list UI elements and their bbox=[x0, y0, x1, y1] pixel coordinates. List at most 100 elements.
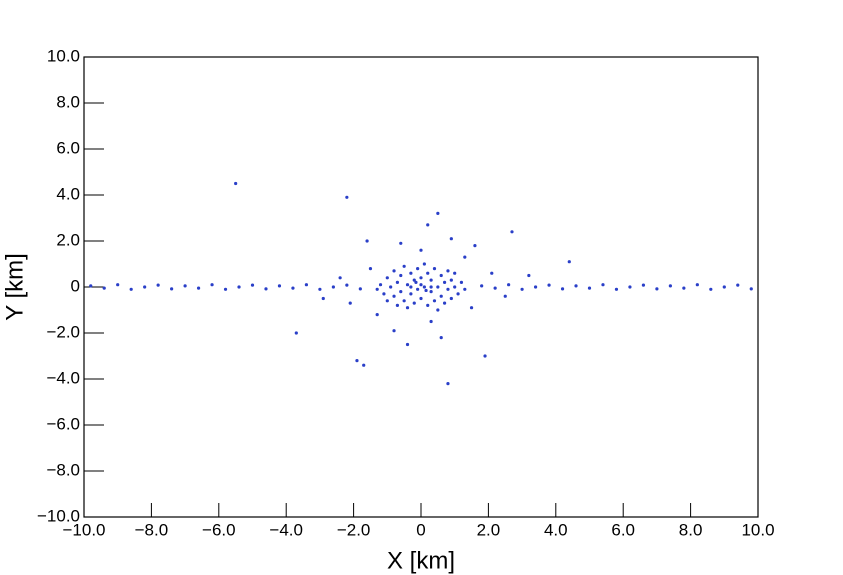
point bbox=[749, 287, 753, 291]
point bbox=[436, 211, 440, 215]
point bbox=[355, 359, 359, 363]
y-tick-label: 2.0 bbox=[56, 230, 80, 249]
point bbox=[628, 285, 632, 289]
point bbox=[375, 313, 379, 317]
y-tick-label: −10.0 bbox=[37, 506, 80, 525]
y-tick-label: 10.0 bbox=[47, 46, 80, 65]
point bbox=[655, 287, 659, 291]
point bbox=[446, 287, 450, 291]
point bbox=[668, 284, 672, 288]
point bbox=[469, 306, 474, 310]
point bbox=[567, 260, 571, 264]
point bbox=[429, 290, 433, 294]
point bbox=[446, 269, 450, 273]
x-tick-label: 6.0 bbox=[611, 520, 635, 539]
point bbox=[196, 286, 201, 290]
point bbox=[432, 299, 437, 303]
point bbox=[345, 195, 349, 199]
x-tick-label: 4.0 bbox=[544, 520, 568, 539]
point bbox=[378, 283, 383, 287]
point bbox=[449, 296, 453, 301]
point bbox=[429, 285, 433, 289]
point bbox=[424, 288, 428, 293]
point bbox=[143, 285, 147, 289]
point bbox=[426, 271, 430, 275]
point bbox=[442, 280, 447, 284]
point bbox=[426, 223, 430, 227]
point bbox=[250, 283, 255, 287]
y-tick-label: 6.0 bbox=[56, 138, 80, 157]
point bbox=[392, 329, 396, 333]
point bbox=[436, 285, 440, 289]
point bbox=[223, 287, 228, 291]
point bbox=[89, 284, 93, 288]
point bbox=[473, 244, 477, 248]
point bbox=[385, 276, 389, 280]
point bbox=[399, 273, 403, 278]
point bbox=[483, 354, 487, 358]
x-tick-label: −6.0 bbox=[202, 520, 236, 539]
point bbox=[129, 287, 133, 291]
point bbox=[416, 287, 420, 291]
point bbox=[453, 285, 457, 289]
point bbox=[385, 299, 389, 303]
point bbox=[533, 285, 538, 289]
point bbox=[422, 285, 426, 289]
point bbox=[695, 283, 699, 287]
point bbox=[368, 267, 373, 271]
point bbox=[170, 287, 174, 291]
x-tick-label: 2.0 bbox=[477, 520, 501, 539]
point bbox=[345, 283, 349, 287]
point bbox=[422, 262, 426, 266]
point bbox=[436, 308, 440, 312]
point bbox=[291, 286, 295, 290]
point bbox=[601, 283, 605, 287]
point bbox=[682, 286, 686, 290]
point bbox=[419, 283, 423, 287]
point bbox=[503, 294, 507, 298]
y-tick-label: −6.0 bbox=[46, 414, 80, 433]
point bbox=[587, 286, 592, 290]
point bbox=[520, 287, 524, 291]
point bbox=[365, 239, 369, 243]
point bbox=[405, 283, 410, 287]
point bbox=[432, 267, 437, 271]
point bbox=[493, 286, 497, 290]
x-tick-label: −10.0 bbox=[62, 520, 105, 539]
point bbox=[453, 271, 457, 275]
y-tick-label: −8.0 bbox=[46, 460, 80, 479]
x-tick-label: 0 bbox=[416, 520, 425, 539]
point bbox=[709, 287, 713, 291]
point bbox=[527, 273, 531, 278]
x-tick-label: 8.0 bbox=[679, 520, 703, 539]
point bbox=[449, 237, 453, 241]
point bbox=[382, 292, 386, 296]
point bbox=[409, 285, 413, 289]
point bbox=[641, 283, 646, 287]
x-tick-label: 10.0 bbox=[741, 520, 774, 539]
point bbox=[507, 283, 511, 287]
point bbox=[294, 331, 298, 335]
point bbox=[409, 271, 413, 275]
point bbox=[210, 283, 214, 287]
point bbox=[574, 284, 578, 288]
point bbox=[318, 287, 322, 291]
point bbox=[399, 290, 403, 294]
point bbox=[277, 284, 282, 288]
point bbox=[237, 285, 241, 289]
point bbox=[439, 294, 443, 298]
point bbox=[416, 267, 420, 271]
point bbox=[442, 301, 447, 305]
point bbox=[426, 303, 430, 307]
point bbox=[304, 283, 309, 287]
point bbox=[463, 287, 467, 291]
y-tick-label: −2.0 bbox=[46, 322, 80, 341]
point bbox=[405, 306, 410, 310]
y-tick-label: 0 bbox=[71, 276, 80, 295]
point bbox=[264, 287, 268, 291]
point bbox=[490, 271, 494, 275]
point bbox=[547, 283, 551, 287]
point bbox=[156, 283, 160, 287]
point bbox=[412, 278, 416, 282]
